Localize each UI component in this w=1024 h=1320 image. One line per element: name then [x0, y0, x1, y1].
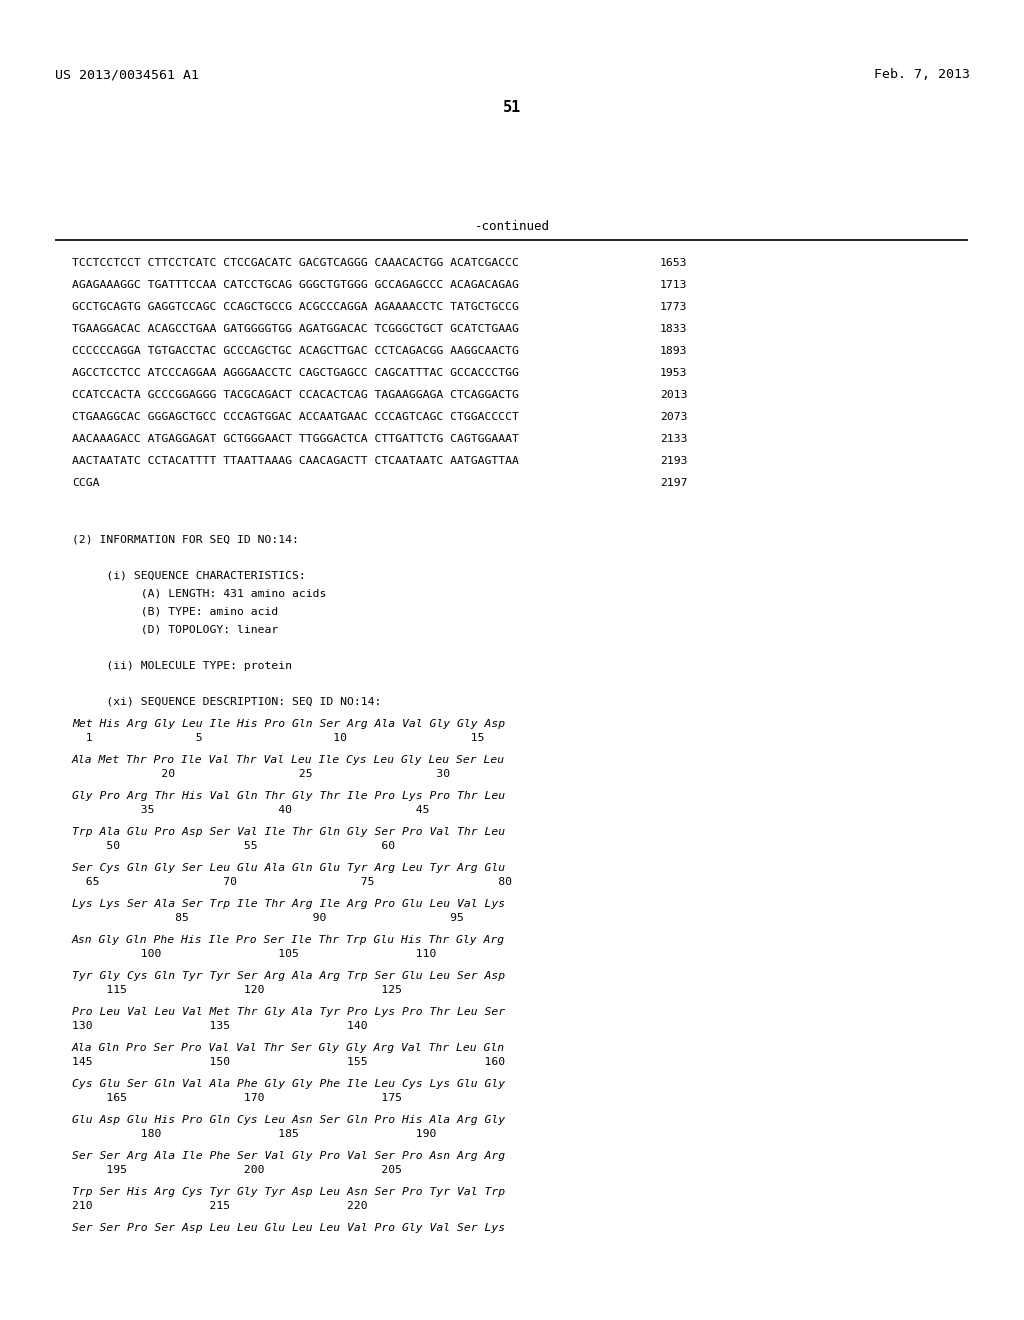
Text: (B) TYPE: amino acid: (B) TYPE: amino acid [72, 607, 279, 616]
Text: Ser Ser Arg Ala Ile Phe Ser Val Gly Pro Val Ser Pro Asn Arg Arg: Ser Ser Arg Ala Ile Phe Ser Val Gly Pro … [72, 1151, 505, 1162]
Text: 50                  55                  60: 50 55 60 [72, 841, 395, 851]
Text: Glu Asp Glu His Pro Gln Cys Leu Asn Ser Gln Pro His Ala Arg Gly: Glu Asp Glu His Pro Gln Cys Leu Asn Ser … [72, 1115, 505, 1125]
Text: 2073: 2073 [660, 412, 687, 422]
Text: 2133: 2133 [660, 434, 687, 444]
Text: Trp Ala Glu Pro Asp Ser Val Ile Thr Gln Gly Ser Pro Val Thr Leu: Trp Ala Glu Pro Asp Ser Val Ile Thr Gln … [72, 828, 505, 837]
Text: 1713: 1713 [660, 280, 687, 290]
Text: 1833: 1833 [660, 323, 687, 334]
Text: Ala Met Thr Pro Ile Val Thr Val Leu Ile Cys Leu Gly Leu Ser Leu: Ala Met Thr Pro Ile Val Thr Val Leu Ile … [72, 755, 505, 766]
Text: Feb. 7, 2013: Feb. 7, 2013 [874, 69, 970, 81]
Text: 165                 170                 175: 165 170 175 [72, 1093, 402, 1104]
Text: AACTAATATC CCTACATTTT TTAATTAAAG CAACAGACTT CTCAATAATC AATGAGTTAA: AACTAATATC CCTACATTTT TTAATTAAAG CAACAGA… [72, 455, 519, 466]
Text: Cys Glu Ser Gln Val Ala Phe Gly Gly Phe Ile Leu Cys Lys Glu Gly: Cys Glu Ser Gln Val Ala Phe Gly Gly Phe … [72, 1078, 505, 1089]
Text: 1893: 1893 [660, 346, 687, 356]
Text: CCATCCACTA GCCCGGAGGG TACGCAGACT CCACACTCAG TAGAAGGAGA CTCAGGACTG: CCATCCACTA GCCCGGAGGG TACGCAGACT CCACACT… [72, 389, 519, 400]
Text: AGCCTCCTCC ATCCCAGGAA AGGGAACCTC CAGCTGAGCC CAGCATTTAC GCCACCCTGG: AGCCTCCTCC ATCCCAGGAA AGGGAACCTC CAGCTGA… [72, 368, 519, 378]
Text: (ii) MOLECULE TYPE: protein: (ii) MOLECULE TYPE: protein [72, 661, 292, 671]
Text: AACAAAGACC ATGAGGAGAT GCTGGGAACT TTGGGACTCA CTTGATTCTG CAGTGGAAAT: AACAAAGACC ATGAGGAGAT GCTGGGAACT TTGGGAC… [72, 434, 519, 444]
Text: 210                 215                 220: 210 215 220 [72, 1201, 368, 1210]
Text: 65                  70                  75                  80: 65 70 75 80 [72, 876, 512, 887]
Text: GCCTGCAGTG GAGGTCCAGC CCAGCTGCCG ACGCCCAGGA AGAAAACCTC TATGCTGCCG: GCCTGCAGTG GAGGTCCAGC CCAGCTGCCG ACGCCCA… [72, 302, 519, 312]
Text: (xi) SEQUENCE DESCRIPTION: SEQ ID NO:14:: (xi) SEQUENCE DESCRIPTION: SEQ ID NO:14: [72, 697, 381, 708]
Text: -continued: -continued [474, 220, 550, 234]
Text: (i) SEQUENCE CHARACTERISTICS:: (i) SEQUENCE CHARACTERISTICS: [72, 572, 306, 581]
Text: 2197: 2197 [660, 478, 687, 488]
Text: 2013: 2013 [660, 389, 687, 400]
Text: Pro Leu Val Leu Val Met Thr Gly Ala Tyr Pro Lys Pro Thr Leu Ser: Pro Leu Val Leu Val Met Thr Gly Ala Tyr … [72, 1007, 505, 1016]
Text: CCCCCCAGGA TGTGACCTAC GCCCAGCTGC ACAGCTTGAC CCTCAGACGG AAGGCAACTG: CCCCCCAGGA TGTGACCTAC GCCCAGCTGC ACAGCTT… [72, 346, 519, 356]
Text: Lys Lys Ser Ala Ser Trp Ile Thr Arg Ile Arg Pro Glu Leu Val Lys: Lys Lys Ser Ala Ser Trp Ile Thr Arg Ile … [72, 899, 505, 909]
Text: 1773: 1773 [660, 302, 687, 312]
Text: 145                 150                 155                 160: 145 150 155 160 [72, 1057, 505, 1067]
Text: 1               5                   10                  15: 1 5 10 15 [72, 733, 484, 743]
Text: 100                 105                 110: 100 105 110 [72, 949, 436, 960]
Text: (A) LENGTH: 431 amino acids: (A) LENGTH: 431 amino acids [72, 589, 327, 599]
Text: (2) INFORMATION FOR SEQ ID NO:14:: (2) INFORMATION FOR SEQ ID NO:14: [72, 535, 299, 545]
Text: 195                 200                 205: 195 200 205 [72, 1166, 402, 1175]
Text: Gly Pro Arg Thr His Val Gln Thr Gly Thr Ile Pro Lys Pro Thr Leu: Gly Pro Arg Thr His Val Gln Thr Gly Thr … [72, 791, 505, 801]
Text: 20                  25                  30: 20 25 30 [72, 770, 451, 779]
Text: Met His Arg Gly Leu Ile His Pro Gln Ser Arg Ala Val Gly Gly Asp: Met His Arg Gly Leu Ile His Pro Gln Ser … [72, 719, 505, 729]
Text: Ser Cys Gln Gly Ser Leu Glu Ala Gln Glu Tyr Arg Leu Tyr Arg Glu: Ser Cys Gln Gly Ser Leu Glu Ala Gln Glu … [72, 863, 505, 873]
Text: CTGAAGGCAC GGGAGCTGCC CCCAGTGGAC ACCAATGAAC CCCAGTCAGC CTGGACCCCT: CTGAAGGCAC GGGAGCTGCC CCCAGTGGAC ACCAATG… [72, 412, 519, 422]
Text: 2193: 2193 [660, 455, 687, 466]
Text: TGAAGGACAC ACAGCCTGAA GATGGGGTGG AGATGGACAC TCGGGCTGCT GCATCTGAAG: TGAAGGACAC ACAGCCTGAA GATGGGGTGG AGATGGA… [72, 323, 519, 334]
Text: Tyr Gly Cys Gln Tyr Tyr Ser Arg Ala Arg Trp Ser Glu Leu Ser Asp: Tyr Gly Cys Gln Tyr Tyr Ser Arg Ala Arg … [72, 972, 505, 981]
Text: Ser Ser Pro Ser Asp Leu Leu Glu Leu Leu Val Pro Gly Val Ser Lys: Ser Ser Pro Ser Asp Leu Leu Glu Leu Leu … [72, 1224, 505, 1233]
Text: 180                 185                 190: 180 185 190 [72, 1129, 436, 1139]
Text: Asn Gly Gln Phe His Ile Pro Ser Ile Thr Trp Glu His Thr Gly Arg: Asn Gly Gln Phe His Ile Pro Ser Ile Thr … [72, 935, 505, 945]
Text: 130                 135                 140: 130 135 140 [72, 1020, 368, 1031]
Text: US 2013/0034561 A1: US 2013/0034561 A1 [55, 69, 199, 81]
Text: 85                  90                  95: 85 90 95 [72, 913, 464, 923]
Text: 51: 51 [503, 100, 521, 115]
Text: 1953: 1953 [660, 368, 687, 378]
Text: 115                 120                 125: 115 120 125 [72, 985, 402, 995]
Text: TCCTCCTCCT CTTCCTCATC CTCCGACATC GACGTCAGGG CAAACACTGG ACATCGACCC: TCCTCCTCCT CTTCCTCATC CTCCGACATC GACGTCA… [72, 257, 519, 268]
Text: (D) TOPOLOGY: linear: (D) TOPOLOGY: linear [72, 624, 279, 635]
Text: 35                  40                  45: 35 40 45 [72, 805, 429, 814]
Text: CCGA: CCGA [72, 478, 99, 488]
Text: 1653: 1653 [660, 257, 687, 268]
Text: Ala Gln Pro Ser Pro Val Val Thr Ser Gly Gly Arg Val Thr Leu Gln: Ala Gln Pro Ser Pro Val Val Thr Ser Gly … [72, 1043, 505, 1053]
Text: Trp Ser His Arg Cys Tyr Gly Tyr Asp Leu Asn Ser Pro Tyr Val Trp: Trp Ser His Arg Cys Tyr Gly Tyr Asp Leu … [72, 1187, 505, 1197]
Text: AGAGAAAGGC TGATTTCCAA CATCCTGCAG GGGCTGTGGG GCCAGAGCCC ACAGACAGAG: AGAGAAAGGC TGATTTCCAA CATCCTGCAG GGGCTGT… [72, 280, 519, 290]
